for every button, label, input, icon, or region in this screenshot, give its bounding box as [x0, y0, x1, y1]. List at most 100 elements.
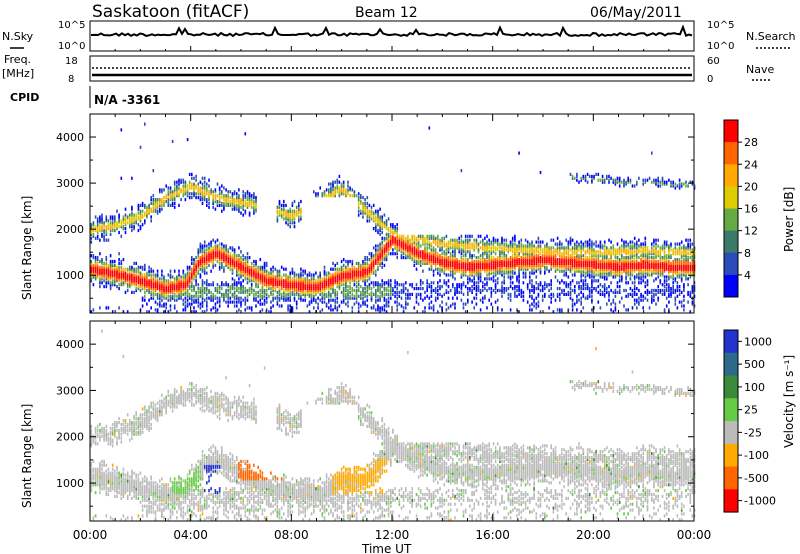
- heatmap-cell: [496, 269, 499, 273]
- heatmap-cell: [186, 298, 189, 302]
- heatmap-cell: [405, 300, 407, 304]
- heatmap-cell: [550, 252, 552, 256]
- heatmap-cell: [364, 300, 366, 304]
- heatmap-cell: [272, 285, 274, 289]
- heatmap-cell: [276, 275, 279, 279]
- heatmap-cell: [434, 263, 437, 267]
- heatmap-cell: [133, 290, 135, 294]
- heatmap-cell: [216, 288, 219, 293]
- heatmap-cell: [206, 199, 208, 204]
- heatmap-cell: [261, 277, 264, 281]
- heatmap-cell: [469, 287, 471, 291]
- heatmap-cell: [535, 269, 538, 273]
- heatmap-cell: [415, 254, 418, 258]
- heatmap-cell: [201, 250, 204, 254]
- heatmap-cell: [357, 288, 360, 293]
- heatmap-cell: [118, 265, 120, 269]
- heatmap-cell: [229, 203, 232, 207]
- heatmap-cell: [289, 304, 291, 308]
- heatmap-cell: [526, 283, 529, 287]
- heatmap-cell: [415, 259, 418, 264]
- heatmap-cell: [434, 261, 437, 265]
- heatmap-cell: [522, 256, 525, 260]
- heatmap-cell: [479, 263, 482, 267]
- heatmap-cell: [253, 201, 255, 205]
- heatmap-cell: [122, 217, 125, 221]
- heatmap-cell: [180, 190, 182, 194]
- heatmap-cell: [479, 261, 482, 265]
- heatmap-cell: [265, 283, 268, 287]
- heatmap-cell: [550, 300, 552, 304]
- heatmap-cell: [101, 267, 103, 271]
- heatmap-cell: [328, 290, 330, 294]
- heatmap-cell: [454, 254, 456, 258]
- heatmap-cell: [456, 283, 458, 287]
- heatmap-cell: [139, 277, 142, 281]
- heatmap-cell: [569, 261, 572, 265]
- heatmap-cell: [441, 248, 443, 252]
- heatmap-cell: [550, 258, 552, 262]
- heatmap-cell: [336, 292, 339, 296]
- heatmap-cell: [268, 275, 270, 279]
- heatmap-cell: [419, 256, 422, 260]
- heatmap-cell: [601, 256, 604, 260]
- heatmap-cell: [514, 263, 516, 267]
- heatmap-cell: [156, 294, 159, 298]
- heatmap-cell: [362, 263, 364, 267]
- heatmap-cell: [464, 265, 467, 269]
- heatmap-cell: [561, 254, 563, 258]
- heatmap-cell: [191, 285, 193, 289]
- heatmap-cell: [229, 288, 232, 293]
- heatmap-cell: [118, 213, 120, 217]
- heatmap-cell: [603, 265, 606, 269]
- heatmap-cell: [173, 182, 176, 186]
- heatmap-cell: [567, 261, 570, 265]
- heatmap-cell: [449, 304, 452, 308]
- heatmap-cell: [124, 217, 127, 221]
- heatmap-cell: [387, 252, 390, 256]
- heatmap-cell: [101, 234, 103, 238]
- heatmap-cell: [270, 271, 272, 275]
- heatmap-cell: [449, 258, 452, 262]
- heatmap-cell: [259, 310, 262, 314]
- heatmap-cell: [171, 196, 174, 200]
- heatmap-cell: [133, 277, 135, 281]
- heatmap-cell: [565, 261, 567, 265]
- heatmap-cell: [597, 269, 600, 273]
- heatmap-cell: [167, 281, 170, 285]
- heatmap-cell: [90, 254, 93, 258]
- heatmap-cell: [289, 215, 291, 219]
- heatmap-cell: [154, 292, 157, 296]
- heatmap-cell: [505, 267, 508, 271]
- heatmap-cell: [105, 225, 108, 229]
- heatmap-cell: [342, 267, 345, 271]
- heatmap-cell: [518, 288, 520, 293]
- heatmap-cell: [206, 304, 208, 308]
- heatmap-cell: [458, 246, 460, 250]
- heatmap-cell: [295, 300, 298, 304]
- heatmap-cell: [201, 254, 204, 258]
- heatmap-cell: [144, 294, 146, 298]
- heatmap-cell: [501, 246, 503, 250]
- heatmap-cell: [593, 248, 595, 252]
- heatmap-cell: [518, 258, 520, 262]
- heatmap-cell: [199, 190, 202, 194]
- heatmap-cell: [486, 269, 488, 273]
- heatmap-cell: [291, 213, 294, 217]
- heatmap-cell: [522, 271, 525, 275]
- heatmap-cell: [379, 223, 381, 227]
- heatmap-cell: [588, 294, 591, 298]
- heatmap-cell: [578, 292, 580, 296]
- heatmap-cell: [184, 290, 187, 294]
- heatmap-cell: [216, 250, 219, 254]
- heatmap-cell: [116, 275, 118, 279]
- heatmap-cell: [445, 267, 448, 271]
- heatmap-cell: [152, 285, 155, 289]
- heatmap-cell: [520, 263, 523, 267]
- heatmap-cell: [173, 287, 176, 291]
- heatmap-cell: [379, 252, 381, 256]
- heatmap-cell: [201, 244, 204, 248]
- heatmap-cell: [360, 269, 362, 273]
- heatmap-cell: [400, 250, 403, 254]
- heatmap-cell: [216, 252, 219, 256]
